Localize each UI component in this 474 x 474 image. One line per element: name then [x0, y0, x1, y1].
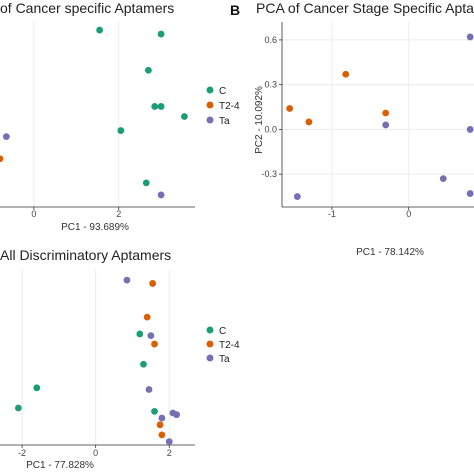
- data-point-ta: [157, 191, 165, 199]
- data-point-c: [96, 26, 104, 34]
- x-tick-label: -2: [18, 448, 26, 458]
- panel-a-title: of Cancer specific Aptamers: [0, 0, 174, 16]
- legend-a-marker-t24: [206, 101, 214, 109]
- data-point-c: [14, 404, 22, 412]
- legend-c-marker-c: [206, 326, 214, 334]
- data-point-c: [157, 30, 165, 38]
- plot-layer: 0 2 -1 00.60.30.0-0.3-2 0 2: [0, 22, 474, 458]
- data-point-t24: [286, 105, 294, 112]
- x-tick-label: 2: [116, 209, 121, 219]
- data-point-c: [117, 127, 125, 134]
- data-point-c: [144, 66, 152, 74]
- panel-a-xlabel: PC1 - 93.689%: [61, 222, 129, 233]
- legend-a-label-c: C: [219, 86, 226, 97]
- data-point-c: [181, 113, 188, 120]
- panel-b-ylabel: PC2 - 10.092%: [254, 86, 265, 154]
- data-point-ta: [439, 175, 447, 183]
- data-point-ta: [165, 438, 173, 446]
- plot-background: [0, 270, 195, 445]
- data-point-ta: [145, 386, 153, 393]
- data-point-c: [33, 384, 41, 392]
- x-tick-label: -1: [328, 209, 336, 219]
- data-point-t24: [143, 313, 151, 321]
- panel-c-xlabel: PC1 - 77.828%: [26, 460, 94, 471]
- data-point-c: [151, 103, 159, 110]
- legend-a-marker-c: [206, 86, 214, 94]
- data-point-ta: [147, 332, 155, 340]
- legend-panel-c: C T2-4 Ta: [206, 326, 240, 365]
- data-point-c: [157, 103, 165, 110]
- plot-panel-2: -2 0 2: [0, 270, 195, 458]
- legend-a-label-ta: Ta: [219, 116, 230, 127]
- data-point-ta: [466, 33, 474, 41]
- data-point-t24: [382, 109, 390, 117]
- data-point-c: [140, 360, 147, 368]
- plot-background: [0, 22, 195, 207]
- legend-c-label-c: C: [219, 326, 226, 337]
- data-point-t24: [156, 421, 164, 429]
- data-point-ta: [382, 121, 390, 129]
- y-tick-label: -0.3: [261, 169, 277, 179]
- panel-b-title: PCA of Cancer Stage Specific Apta: [256, 0, 474, 16]
- panel-b-xlabel: PC1 - 78.142%: [356, 247, 424, 258]
- legend-a-label-t24: T2-4: [219, 101, 240, 112]
- data-point-ta: [173, 411, 181, 419]
- data-point-ta: [123, 276, 131, 284]
- y-tick-label: 0.3: [264, 80, 277, 90]
- data-point-ta: [466, 190, 474, 197]
- y-tick-label: 0.0: [264, 124, 277, 134]
- data-point-t24: [305, 118, 313, 126]
- data-point-ta: [466, 126, 474, 133]
- data-point-ta: [293, 193, 301, 200]
- panel-b-letter: B: [230, 2, 240, 18]
- data-point-t24: [149, 280, 157, 287]
- x-tick-label: 0: [31, 209, 36, 219]
- legend-c-label-t24: T2-4: [219, 340, 240, 351]
- legend-c-label-ta: Ta: [219, 354, 230, 365]
- legend-panel-a: C T2-4 Ta: [206, 86, 240, 127]
- x-tick-label: 0: [406, 209, 411, 219]
- panel-c-title: All Discriminatory Aptamers: [0, 247, 171, 263]
- data-point-c: [142, 179, 150, 187]
- data-point-ta: [2, 133, 10, 141]
- data-point-t24: [342, 70, 350, 78]
- y-tick-label: 0.6: [264, 35, 277, 45]
- data-point-ta: [158, 414, 166, 422]
- data-point-t24: [158, 431, 166, 439]
- data-point-c: [136, 330, 144, 338]
- data-point-t24: [0, 155, 4, 163]
- legend-a-marker-ta: [206, 116, 214, 124]
- data-point-t24: [151, 340, 158, 348]
- data-point-c: [151, 407, 158, 415]
- x-tick-label: 2: [167, 448, 172, 458]
- x-tick-label: 0: [93, 448, 98, 458]
- legend-c-marker-t24: [206, 340, 214, 348]
- plot-panel-1: -1 0 0.6 0.3 0.0 -0.3: [261, 22, 474, 219]
- legend-c-marker-ta: [206, 354, 214, 362]
